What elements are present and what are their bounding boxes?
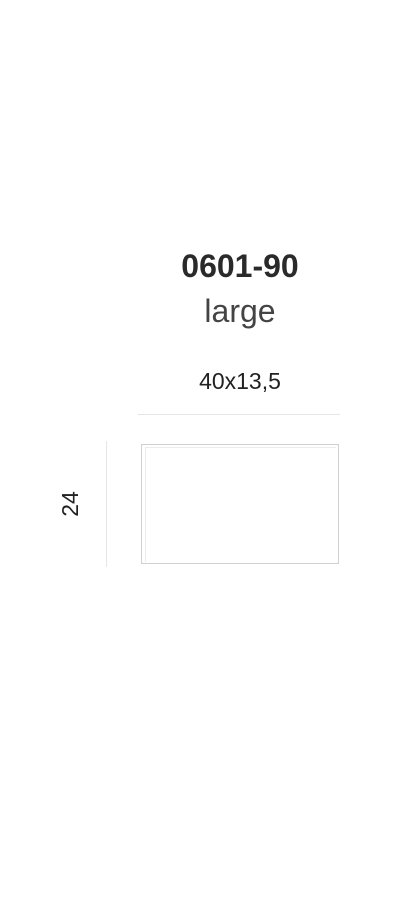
product-outline-drawing [141,444,339,564]
width-dimension-line [138,414,340,415]
height-dimension-label: 24 [57,491,83,517]
product-inner-edge [145,447,336,562]
height-dimension-line [106,441,107,567]
width-dimension-label: 40x13,5 [199,368,281,394]
product-code: 0601-90 [181,248,299,284]
product-size-name: large [204,293,276,329]
